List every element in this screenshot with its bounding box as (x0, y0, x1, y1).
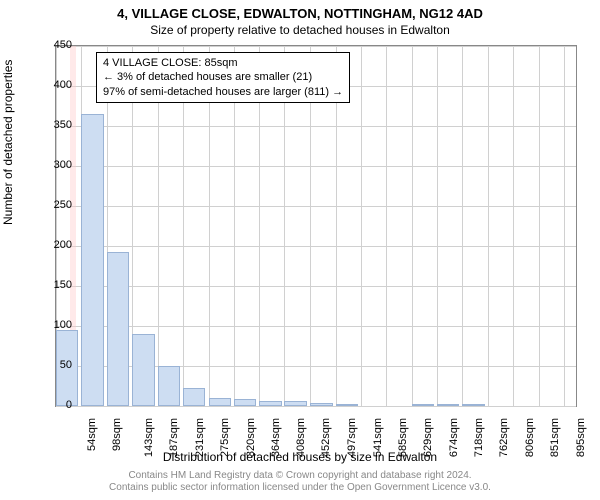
x-tick: 364sqm (270, 418, 282, 457)
gridline-v (564, 46, 565, 406)
gridline-v (462, 46, 463, 406)
x-tick: 408sqm (295, 418, 307, 457)
bar (310, 403, 332, 406)
x-tick: 629sqm (422, 418, 434, 457)
y-tick: 400 (42, 79, 72, 91)
attribution-line1: Contains HM Land Registry data © Crown c… (0, 470, 600, 482)
annotation-line: 97% of semi-detached houses are larger (… (103, 85, 343, 99)
y-tick: 0 (42, 399, 72, 411)
annotation-line: 4 VILLAGE CLOSE: 85sqm (103, 56, 343, 70)
attribution: Contains HM Land Registry data © Crown c… (0, 470, 600, 494)
bar (132, 334, 154, 406)
bar (158, 366, 180, 406)
gridline-h (56, 286, 576, 287)
x-tick: 541sqm (372, 418, 384, 457)
bar (183, 388, 205, 406)
x-tick: 895sqm (575, 418, 587, 457)
x-tick: 497sqm (346, 418, 358, 457)
bar (107, 252, 129, 406)
x-tick: 143sqm (143, 418, 155, 457)
annotation-line: ← 3% of detached houses are smaller (21) (103, 70, 343, 84)
x-tick: 98sqm (111, 418, 123, 451)
bar (462, 404, 484, 406)
y-tick: 50 (42, 359, 72, 371)
y-tick: 200 (42, 239, 72, 251)
bar (209, 398, 231, 406)
x-tick: 762sqm (498, 418, 510, 457)
y-axis-label: Number of detached properties (1, 60, 15, 225)
bar (234, 399, 256, 406)
x-tick: 718sqm (473, 418, 485, 457)
x-tick: 452sqm (321, 418, 333, 457)
bar (336, 404, 358, 406)
gridline-v (513, 46, 514, 406)
y-tick: 150 (42, 279, 72, 291)
y-tick: 300 (42, 159, 72, 171)
bar (259, 401, 281, 406)
chart-title: 4, VILLAGE CLOSE, EDWALTON, NOTTINGHAM, … (0, 6, 600, 23)
gridline-v (386, 46, 387, 406)
y-tick: 350 (42, 119, 72, 131)
gridline-h (56, 326, 576, 327)
x-tick: 320sqm (245, 418, 257, 457)
x-tick: 674sqm (448, 418, 460, 457)
gridline-h (56, 46, 576, 47)
chart-container: 4, VILLAGE CLOSE, EDWALTON, NOTTINGHAM, … (0, 0, 600, 500)
gridline-h (56, 246, 576, 247)
bar (412, 404, 434, 406)
x-tick: 851sqm (550, 418, 562, 457)
x-tick: 231sqm (194, 418, 206, 457)
y-tick: 450 (42, 39, 72, 51)
chart-subtitle: Size of property relative to detached ho… (0, 23, 600, 37)
annotation-box: 4 VILLAGE CLOSE: 85sqm← 3% of detached h… (96, 52, 350, 103)
gridline-v (437, 46, 438, 406)
bar (81, 114, 103, 406)
y-tick: 100 (42, 319, 72, 331)
gridline-v (539, 46, 540, 406)
x-tick: 275sqm (219, 418, 231, 457)
gridline-h (56, 406, 576, 407)
gridline-h (56, 126, 576, 127)
gridline-h (56, 166, 576, 167)
plot-area: 4 VILLAGE CLOSE: 85sqm← 3% of detached h… (55, 45, 577, 407)
attribution-line2: Contains public sector information licen… (0, 482, 600, 494)
x-tick: 187sqm (168, 418, 180, 457)
gridline-v (488, 46, 489, 406)
x-tick: 54sqm (86, 418, 98, 451)
bar (437, 404, 459, 406)
bar (284, 401, 306, 406)
gridline-h (56, 206, 576, 207)
gridline-v (361, 46, 362, 406)
y-tick: 250 (42, 199, 72, 211)
x-tick: 806sqm (524, 418, 536, 457)
gridline-v (412, 46, 413, 406)
x-tick: 585sqm (397, 418, 409, 457)
